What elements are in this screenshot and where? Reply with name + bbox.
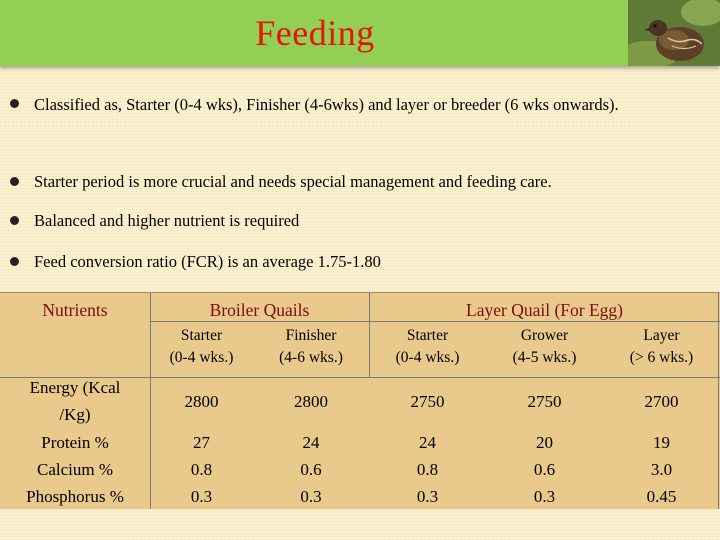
bullet-dot-icon xyxy=(10,177,19,186)
bullet-dot-icon xyxy=(10,99,19,108)
calcium-value: 0.6 xyxy=(533,460,556,479)
quail-bird-icon xyxy=(628,0,720,66)
nutrient-table: Nutrients Broiler Quails Layer Quail (Fo… xyxy=(0,292,720,509)
phosphorus-value: 0.45 xyxy=(646,487,677,506)
energy-value: 2750 xyxy=(410,392,445,411)
slide-title: Feeding xyxy=(255,13,375,53)
phosphorus-value: 0.3 xyxy=(533,487,556,506)
subheader-layer-grower: Grower (4-5 wks.) xyxy=(512,327,577,366)
phosphorus-value: 0.3 xyxy=(300,487,322,506)
layer-quail-header: Layer Quail (For Egg) xyxy=(466,300,623,320)
row-label-calcium: Calcium % xyxy=(36,460,113,479)
protein-value: 24 xyxy=(419,433,436,452)
subheader-layer-layer: Layer (> 6 wks.) xyxy=(629,327,694,366)
broiler-quails-header: Broiler Quails xyxy=(209,300,310,320)
calcium-value: 0.8 xyxy=(190,460,213,479)
nutrients-header: Nutrients xyxy=(42,300,108,320)
bullet-text: Classified as, Starter (0-4 wks), Finish… xyxy=(34,95,619,114)
phosphorus-value: 0.3 xyxy=(416,487,439,506)
bullet-dot-icon xyxy=(10,257,19,266)
energy-value: 2700 xyxy=(644,392,679,411)
energy-value: 2800 xyxy=(184,392,219,411)
calcium-value: 0.6 xyxy=(300,460,322,479)
subheader-layer-starter: Starter (0-4 wks.) xyxy=(395,327,460,366)
subheader-broiler-finisher: Finisher (4-6 wks.) xyxy=(279,327,343,366)
protein-value: 20 xyxy=(536,433,553,452)
calcium-value: 0.8 xyxy=(416,460,439,479)
quail-photo xyxy=(628,0,720,66)
row-label-phosphorus: Phosphorus % xyxy=(26,487,124,506)
bullet-text: Feed conversion ratio (FCR) is an averag… xyxy=(34,252,381,271)
row-label-protein: Protein % xyxy=(41,433,109,452)
protein-value: 24 xyxy=(302,433,320,452)
bullet-text: Balanced and higher nutrient is required xyxy=(34,211,300,230)
protein-value: 27 xyxy=(193,433,210,452)
subheader-broiler-starter: Starter (0-4 wks.) xyxy=(169,327,234,366)
protein-value: 19 xyxy=(653,433,670,452)
bullet-text: Starter period is more crucial and needs… xyxy=(34,172,552,191)
phosphorus-value: 0.3 xyxy=(190,487,213,506)
row-label-energy: Energy (Kcal/Kg) xyxy=(29,378,121,424)
title-bar: Feeding xyxy=(0,0,720,66)
energy-value: 2750 xyxy=(527,392,562,411)
calcium-value: 3.0 xyxy=(650,460,673,479)
bullet-dot-icon xyxy=(10,216,19,225)
energy-value: 2800 xyxy=(294,392,328,411)
